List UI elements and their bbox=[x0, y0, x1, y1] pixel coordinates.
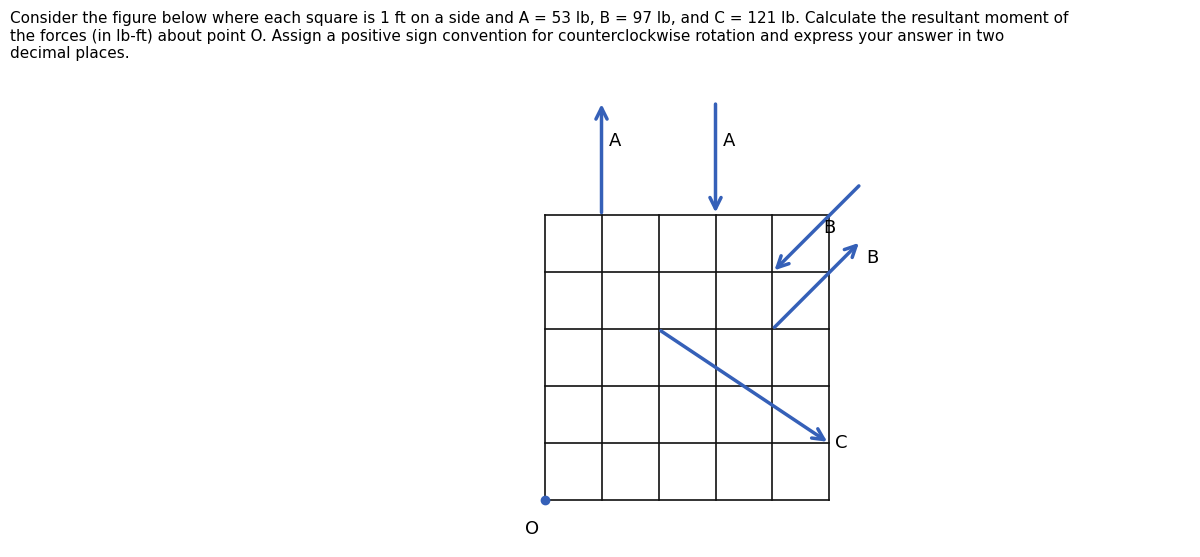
Text: B: B bbox=[823, 219, 835, 237]
Text: B: B bbox=[866, 249, 878, 267]
Text: A: A bbox=[722, 132, 736, 150]
Text: A: A bbox=[608, 132, 622, 150]
Text: Consider the figure below where each square is 1 ft on a side and A = 53 lb, B =: Consider the figure below where each squ… bbox=[10, 11, 1068, 61]
Text: C: C bbox=[835, 434, 847, 452]
Text: O: O bbox=[524, 520, 539, 538]
